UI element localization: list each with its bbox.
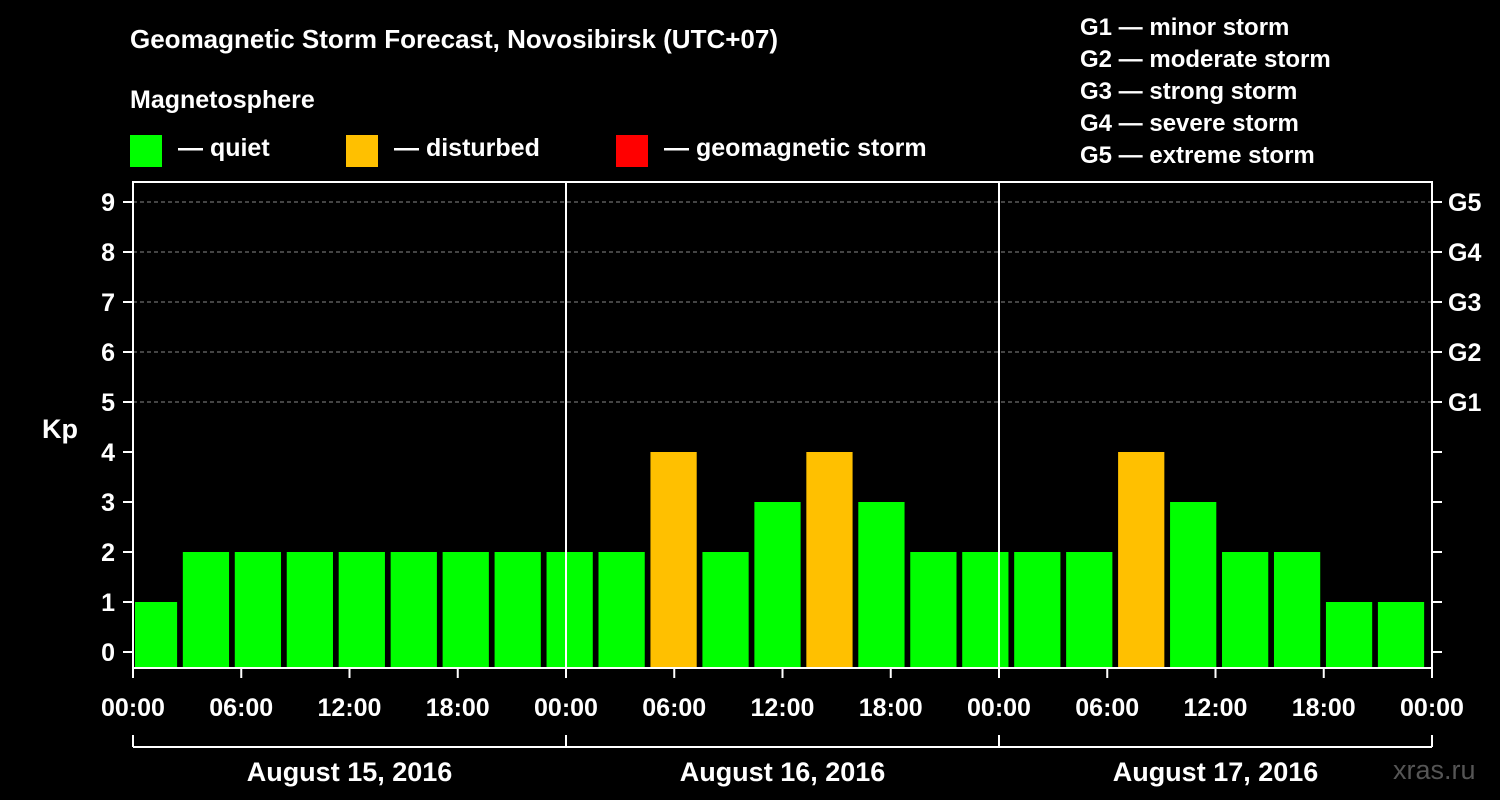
x-tick-label: 06:00 (642, 694, 706, 722)
kp-bar (546, 552, 593, 668)
x-tick-label: 12:00 (318, 694, 382, 722)
kp-bar (1222, 552, 1269, 668)
kp-bar (338, 552, 385, 668)
kp-bar (234, 552, 282, 668)
y-tick-label: 7 (101, 289, 115, 317)
kp-bar (806, 452, 853, 668)
day-label: August 15, 2016 (247, 757, 453, 787)
kp-bar (135, 602, 178, 668)
kp-bar (910, 552, 957, 668)
kp-bar (962, 552, 1009, 668)
x-tick-label: 00:00 (967, 694, 1031, 722)
y-tick-label: 6 (101, 339, 115, 367)
day-label: August 16, 2016 (680, 757, 886, 787)
y-tick-label: 8 (101, 239, 115, 267)
storm-level-axis-label: G4 (1448, 239, 1481, 267)
storm-level-g2: G2 — moderate storm (1080, 46, 1331, 73)
storm-level-axis-label: G2 (1448, 339, 1481, 367)
storm-level-axis-label: G1 (1448, 389, 1481, 417)
kp-bar (1066, 552, 1113, 668)
x-tick-label: 12:00 (751, 694, 815, 722)
x-tick-label: 12:00 (1184, 694, 1248, 722)
kp-bar (598, 552, 645, 668)
y-tick-label: 1 (101, 589, 115, 617)
y-tick-label: 9 (101, 189, 115, 217)
watermark: xras.ru (1393, 755, 1476, 785)
kp-bar (1377, 602, 1425, 668)
kp-bar (1273, 552, 1321, 668)
x-tick-label: 06:00 (1075, 694, 1139, 722)
x-tick-label: 06:00 (209, 694, 273, 722)
legend-label-disturbed: — disturbed (394, 134, 540, 162)
day-label: August 17, 2016 (1113, 757, 1319, 787)
y-tick-label: 4 (101, 439, 115, 467)
kp-bar (1014, 552, 1061, 668)
y-axis-title: Kp (42, 414, 78, 444)
storm-level-axis-label: G3 (1448, 289, 1481, 317)
kp-bar (754, 502, 801, 668)
y-tick-label: 0 (101, 639, 115, 667)
x-tick-label: 00:00 (101, 694, 165, 722)
storm-level-g4: G4 — severe storm (1080, 110, 1299, 137)
legend-swatch-disturbed (346, 135, 378, 167)
kp-bar (858, 502, 905, 668)
x-tick-label: 00:00 (1400, 694, 1464, 722)
storm-level-axis-label: G5 (1448, 189, 1481, 217)
y-tick-label: 2 (101, 539, 115, 567)
y-tick-label: 3 (101, 489, 115, 517)
kp-bar (494, 552, 541, 668)
kp-bar (650, 452, 697, 668)
kp-bar (1170, 502, 1217, 668)
legend-label-quiet: — quiet (178, 134, 270, 162)
kp-bar (442, 552, 489, 668)
legend-swatch-storm (616, 135, 648, 167)
x-tick-label: 00:00 (534, 694, 598, 722)
y-tick-label: 5 (101, 389, 115, 417)
legend-swatch-quiet (130, 135, 162, 167)
kp-bar (1325, 602, 1373, 668)
kp-bar (390, 552, 437, 668)
storm-level-g1: G1 — minor storm (1080, 14, 1290, 41)
legend-label-storm: — geomagnetic storm (664, 134, 927, 162)
kp-bar (1118, 452, 1165, 668)
x-tick-label: 18:00 (426, 694, 490, 722)
kp-bar (702, 552, 749, 668)
kp-bar (182, 552, 230, 668)
chart-title: Geomagnetic Storm Forecast, Novosibirsk … (130, 24, 779, 54)
magnetosphere-heading: Magnetosphere (130, 86, 315, 114)
kp-bar (286, 552, 333, 668)
storm-level-g5: G5 — extreme storm (1080, 142, 1315, 169)
x-tick-label: 18:00 (859, 694, 923, 722)
x-tick-label: 18:00 (1292, 694, 1356, 722)
storm-level-g3: G3 — strong storm (1080, 78, 1298, 105)
